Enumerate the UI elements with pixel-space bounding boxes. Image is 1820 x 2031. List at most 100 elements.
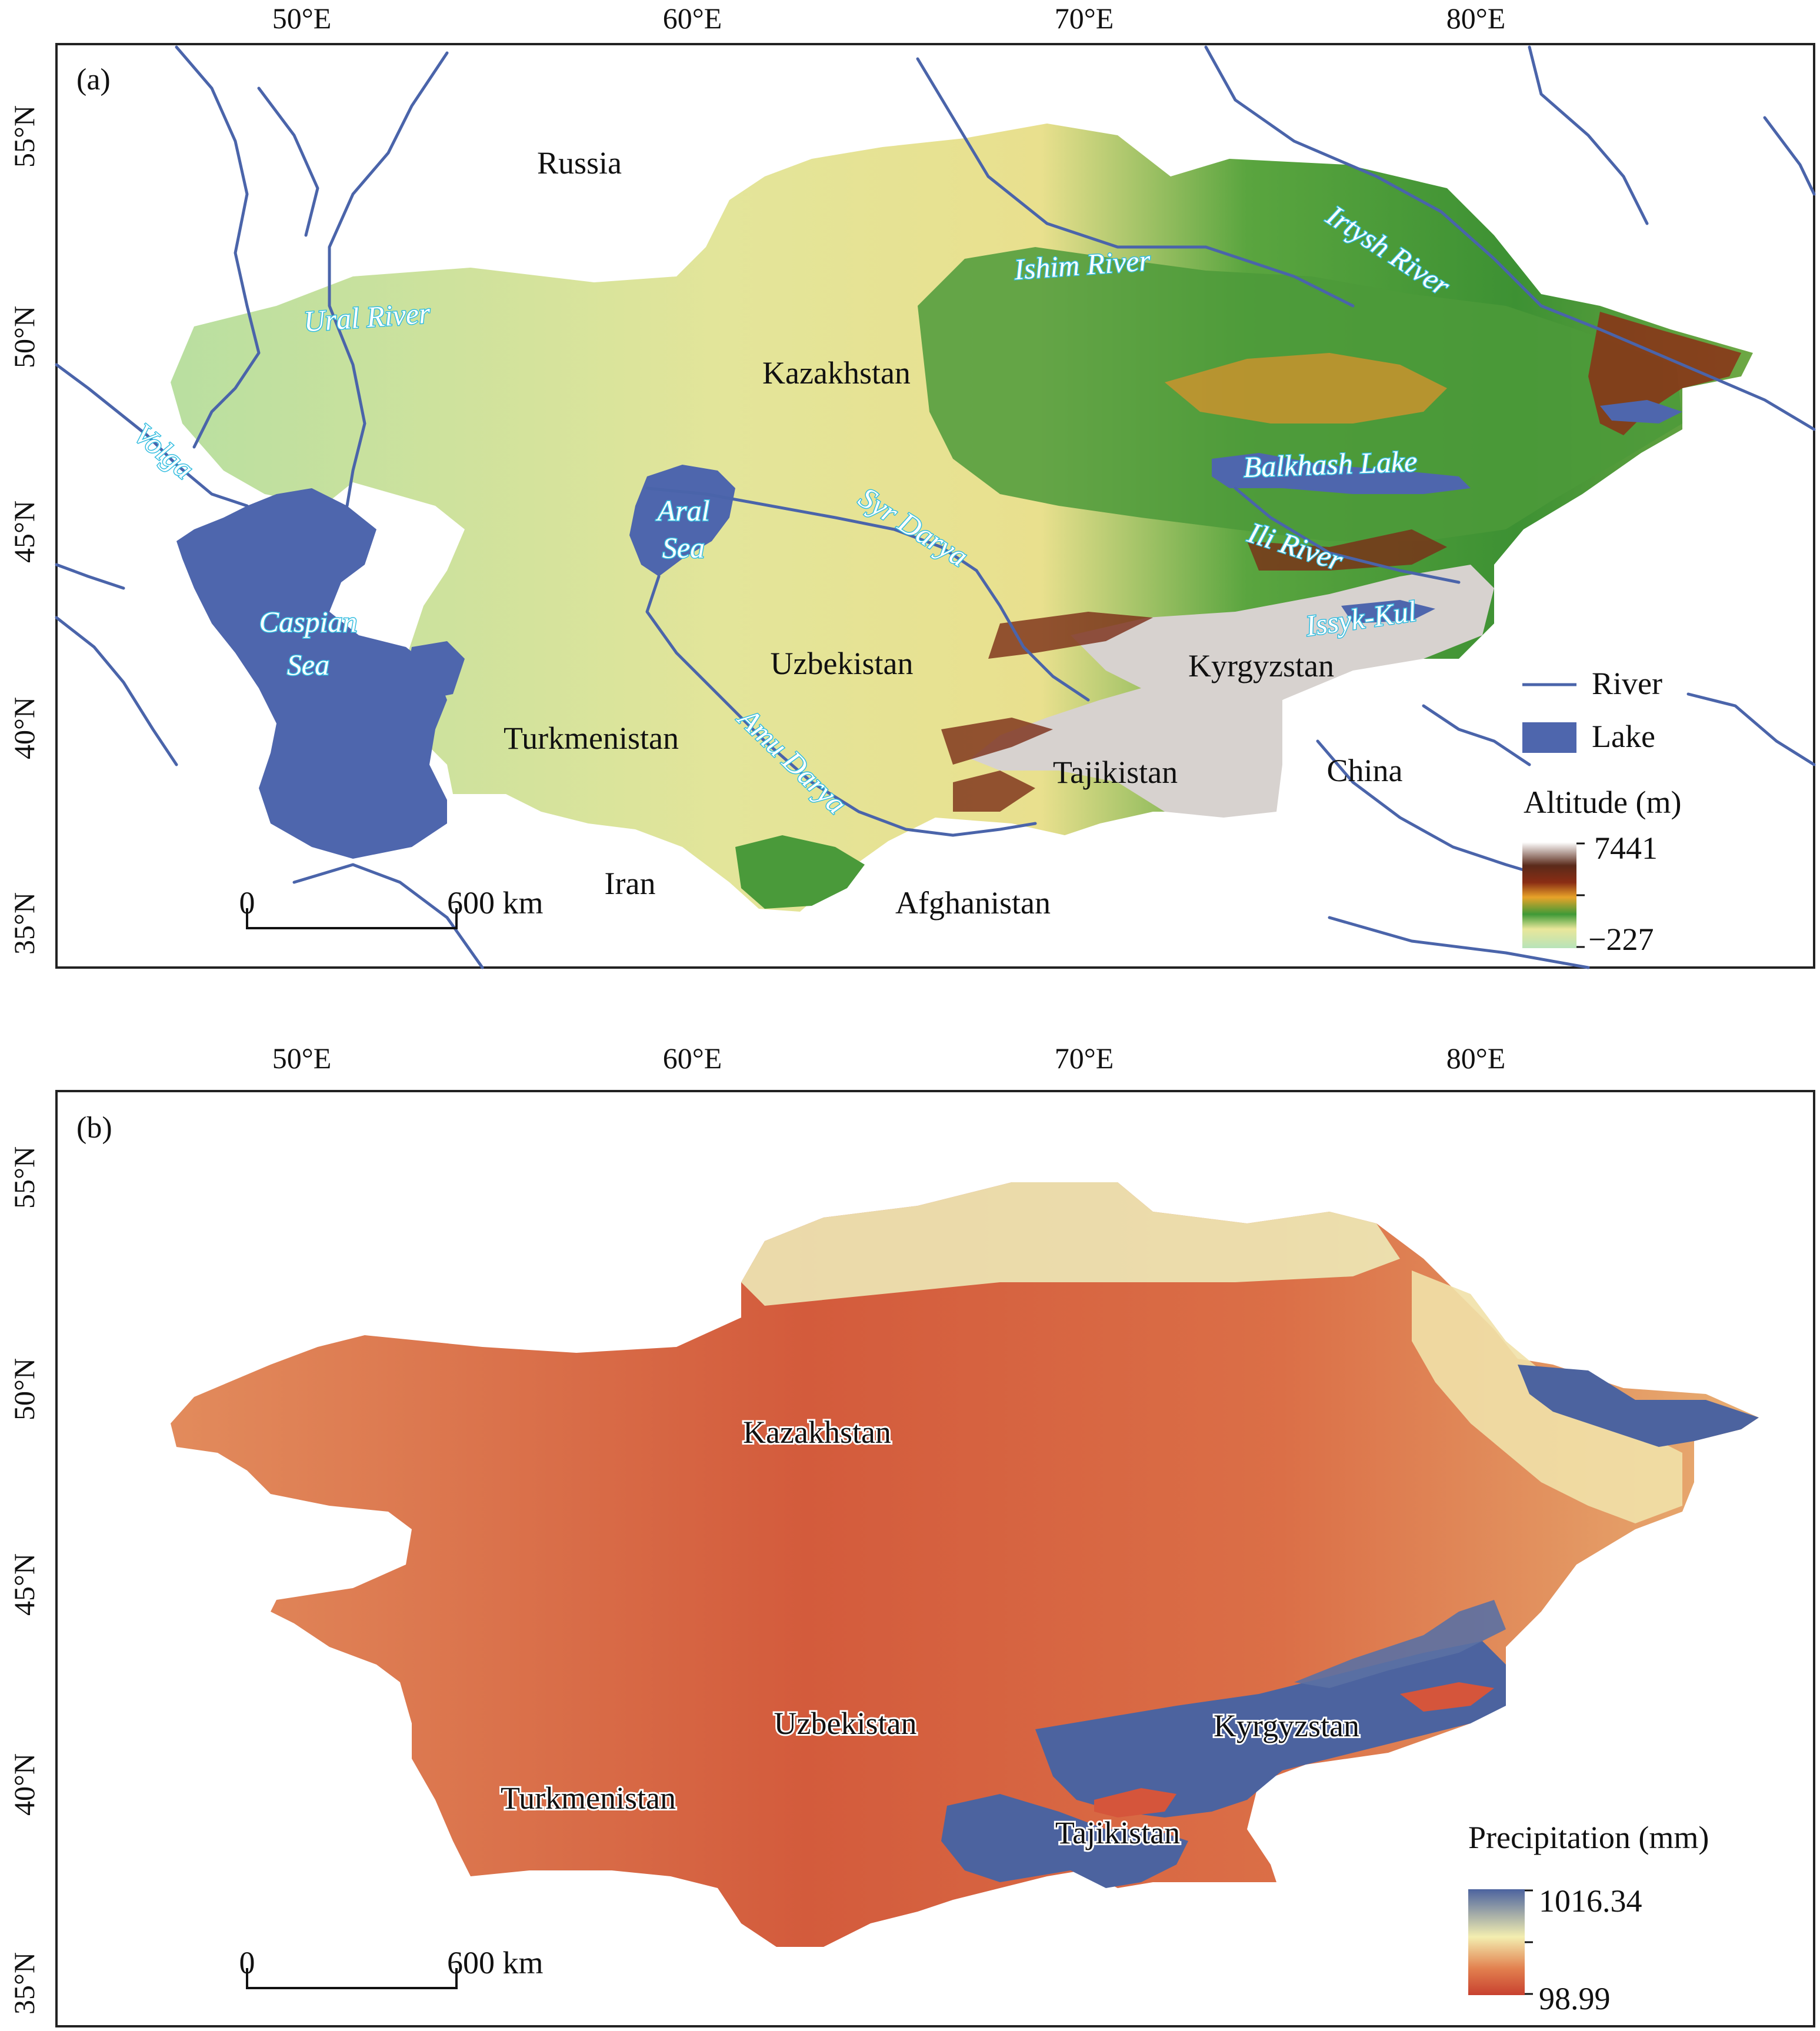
altitude-min: −227: [1588, 922, 1654, 957]
label-caspian-2: Sea: [287, 648, 329, 681]
label-kazakhstan: Kazakhstan: [762, 355, 911, 391]
precip-ili-red: [1400, 1682, 1494, 1712]
lon-tick-70: 70°E: [1055, 2, 1114, 35]
altitude-max: 7441: [1594, 831, 1658, 866]
altitude-colorbar: [1522, 842, 1576, 948]
scale-bar-line-b: [246, 1968, 458, 1989]
legend-lake-label: Lake: [1592, 719, 1655, 754]
kara-bogaz: [406, 641, 465, 700]
lon-tick-70-b: 70°E: [1055, 1042, 1114, 1075]
lat-tick-50: 50°N: [8, 306, 41, 368]
label-china: China: [1327, 753, 1403, 788]
river-west-2: [55, 563, 125, 590]
panel-a: 50°E 60°E 70°E 80°E 55°N 50°N 45°N 40°N …: [8, 2, 1816, 969]
river-volga-upper: [175, 45, 261, 449]
lon-tick-80-b: 80°E: [1446, 1042, 1506, 1075]
precip-fergana-red: [1094, 1788, 1176, 1817]
precip-max: 1016.34: [1539, 1883, 1642, 1919]
issyk-kul-lake: [1341, 600, 1435, 623]
river-ob: [1528, 45, 1649, 225]
river-east-1: [1686, 692, 1816, 766]
scale-bar-line-a: [246, 908, 458, 929]
lat-tick-35-b: 35°N: [8, 1952, 41, 2015]
lat-tick-55-b: 55°N: [8, 1146, 41, 1209]
label-kazakhstan-b: Kazakhstan: [743, 1415, 891, 1450]
rivers-a: [55, 45, 1816, 969]
legend-a: River Lake Altitude (m) 7441 −227: [1522, 666, 1681, 957]
river-volga: [55, 363, 249, 508]
river-irtysh: [1204, 45, 1816, 431]
label-aral-2: Sea: [662, 531, 705, 564]
precip-north-pale: [741, 1182, 1400, 1306]
precipitation-field: [171, 1182, 1759, 1947]
river-amu-darya: [645, 575, 1037, 837]
lat-tick-45: 45°N: [8, 501, 41, 563]
tian-shan-snow: [971, 565, 1494, 818]
caspian-sea: [176, 488, 447, 859]
lon-tick-60: 60°E: [663, 2, 722, 35]
precip-colorbar: [1468, 1889, 1525, 1995]
scale-bar-end-b: 600 km: [447, 1945, 544, 1980]
scale-bar-end-a: 600 km: [447, 885, 544, 921]
panel-b: 50°E 60°E 70°E 80°E 55°N 50°N 45°N 40°N …: [8, 1042, 1815, 2027]
label-turkmenistan: Turkmenistan: [504, 721, 679, 756]
label-ural-river: Ural River: [303, 296, 432, 338]
legend-altitude-title: Altitude (m): [1524, 785, 1681, 820]
aral-sea: [629, 465, 735, 576]
label-russia: Russia: [537, 145, 622, 181]
zaysan-lake: [1600, 400, 1682, 423]
label-aral-1: Aral: [656, 494, 710, 527]
kopet-dag: [735, 835, 865, 909]
lon-tick-60-b: 60°E: [663, 1042, 722, 1075]
river-tarim: [1328, 916, 1590, 969]
scale-bar-b: 0 600 km: [239, 1945, 544, 1989]
river-north-1: [257, 86, 319, 237]
lat-tick-50-b: 50°N: [8, 1358, 41, 1420]
legend-b: Precipitation (mm) 1016.34 98.99: [1468, 1820, 1709, 2016]
lon-tick-80: 80°E: [1446, 2, 1506, 35]
label-turkmenistan-b: Turkmenistan: [501, 1780, 676, 1816]
precip-ili-blue: [1294, 1600, 1506, 1688]
river-ili: [1234, 486, 1461, 584]
scale-bar-a: 0 600 km: [239, 885, 544, 929]
label-balkhash-lake: Balkhash Lake: [1243, 445, 1418, 483]
panel-a-tag: (a): [76, 63, 111, 96]
lat-tick-55: 55°N: [8, 105, 41, 168]
precip-mountain-blue: [941, 1641, 1506, 1888]
lon-tick-50-b: 50°E: [272, 1042, 332, 1075]
legend-lake-symbol: [1522, 722, 1576, 753]
river-west-1: [55, 616, 178, 766]
lat-tick-40: 40°N: [8, 697, 41, 759]
label-tajikistan: Tajikistan: [1053, 755, 1178, 790]
legend-river-label: River: [1592, 666, 1662, 701]
scale-bar-start-a: 0: [239, 885, 255, 921]
balkhash-lake: [1212, 453, 1471, 494]
river-iran: [292, 863, 484, 969]
river-ural: [328, 51, 449, 508]
river-east-2: [1422, 704, 1531, 766]
label-tajikistan-b: Tajikistan: [1055, 1815, 1180, 1850]
river-syr-darya: [645, 486, 1090, 702]
river-yarkand: [1316, 739, 1566, 884]
lat-tick-35: 35°N: [8, 892, 41, 955]
legend-precip-title: Precipitation (mm): [1468, 1820, 1709, 1855]
lat-tick-45-b: 45°N: [8, 1553, 41, 1616]
label-afghanistan: Afghanistan: [895, 885, 1051, 921]
lon-tick-50: 50°E: [272, 2, 332, 35]
label-uzbekistan: Uzbekistan: [771, 646, 914, 681]
label-uzbekistan-b: Uzbekistan: [774, 1706, 917, 1741]
precip-altai-blue: [1518, 1365, 1759, 1447]
panel-b-tag: (b): [76, 1111, 112, 1145]
label-kyrgyzstan-b: Kyrgyzstan: [1214, 1708, 1359, 1743]
orange-highlands: [1165, 353, 1447, 423]
scale-bar-start-b: 0: [239, 1945, 255, 1980]
label-iran: Iran: [605, 866, 656, 901]
lat-tick-40-b: 40°N: [8, 1753, 41, 1816]
precip-min: 98.99: [1539, 1981, 1611, 2016]
tian-shan-ridges: [941, 529, 1447, 812]
label-kyrgyzstan: Kyrgyzstan: [1188, 648, 1334, 683]
river-north-2: [1763, 116, 1816, 196]
river-ishim: [916, 57, 1355, 308]
label-caspian-1: Caspian: [259, 605, 358, 638]
